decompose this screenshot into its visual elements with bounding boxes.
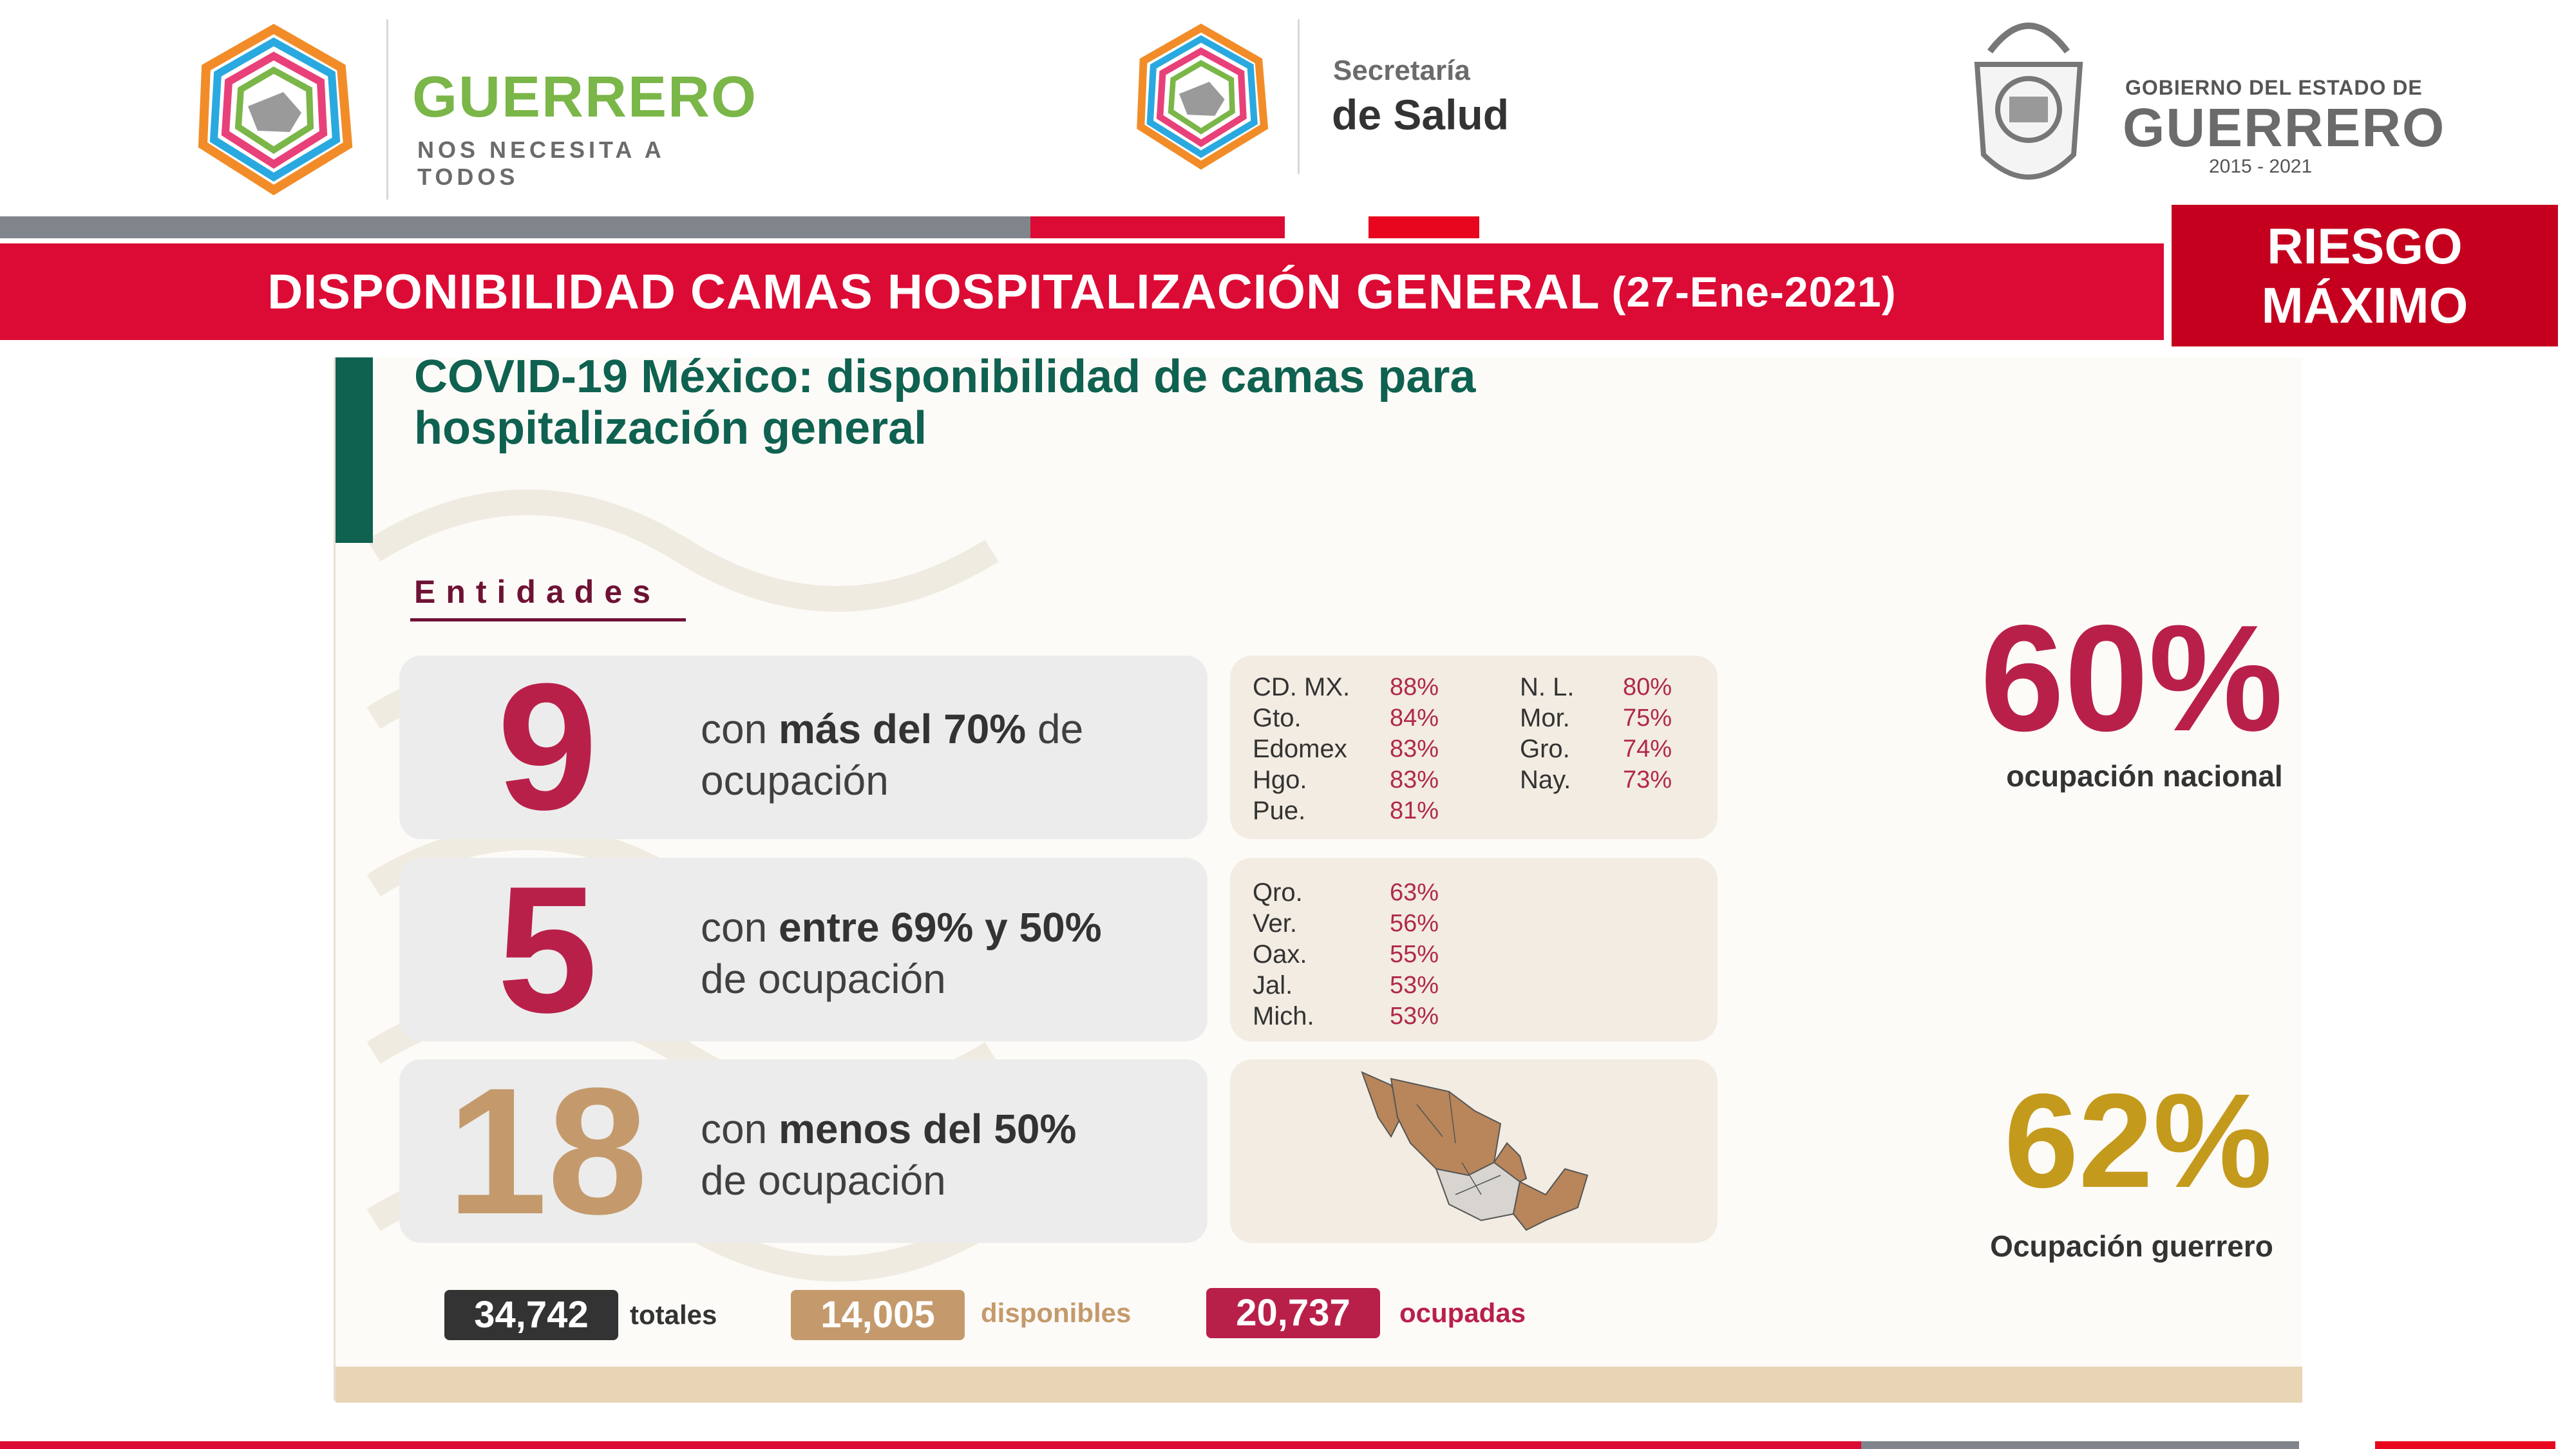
gobierno-line1: GOBIERNO DEL ESTADO DE: [2125, 76, 2423, 99]
guerrero-occupancy-value: 62%: [2003, 1066, 2273, 1216]
guerrero-logo: GUERRERO NOS NECESITA A TODOS: [180, 19, 756, 200]
occupied-beds-box: 20,737: [1206, 1288, 1380, 1338]
gobierno-logo: GOBIERNO DEL ESTADO DE GUERRERO 2015 - 2…: [1964, 6, 2444, 206]
gobierno-line2: GUERRERO: [2123, 97, 2446, 158]
available-beds-box: 14,005: [791, 1290, 965, 1340]
count-over-70: 9: [497, 647, 598, 848]
bottom-gray-bar: [1861, 1441, 2299, 1449]
row-card-over-70: [399, 656, 1208, 839]
heading-line1: COVID-19 México: disponibilidad de camas…: [414, 351, 1476, 402]
gobierno-years: 2015 - 2021: [2209, 156, 2313, 177]
national-occupancy-label: ocupación nacional: [2006, 759, 2283, 793]
risk-line1: RIESGO: [2267, 218, 2463, 274]
panel-left-border: [334, 357, 336, 1401]
salud-line2: de Salud: [1332, 91, 1510, 138]
salud-line1: Secretaría: [1333, 55, 1470, 86]
total-beds-box: 34,742: [444, 1290, 618, 1340]
guerrero-emblem-icon: [198, 23, 353, 196]
bottom-red-bar: [0, 1441, 1861, 1449]
states-50-69-list: Qro. 63% Ver. 56% Oax. 55% Jal. 53% Mich. 53%: [1253, 878, 1439, 1030]
states-card-over-70: [1230, 656, 1718, 839]
states-over-70-left: CD. MX. 88% Gto. 84% Edomex 83% Hgo. 83% Pue…: [1253, 673, 1439, 825]
guerrero-wordmark: GUERRERO: [412, 65, 758, 129]
bottom-red-bar-right: [2375, 1441, 2555, 1449]
risk-badge: RIESGO MÁXIMO: [2172, 205, 2558, 346]
available-beds-label: disponibles: [981, 1298, 1132, 1328]
title-banner: DISPONIBILIDAD CAMAS HOSPITALIZACIÓN GEN…: [0, 243, 2164, 340]
entidades-label: Entidades: [414, 574, 661, 610]
panel-bottom-band: [336, 1367, 2302, 1403]
heading-accent-bar: [336, 357, 373, 543]
mexico-map-icon: [1361, 1071, 1589, 1231]
top-gray-bar: [0, 216, 1030, 238]
salud-emblem-icon: [1137, 23, 1269, 170]
guerrero-occupancy-label: Ocupación guerrero: [1990, 1229, 2273, 1263]
states-card-50-69: [1230, 858, 1718, 1041]
desc-50-69: con entre 69% y 50% de ocupación: [701, 904, 1102, 1002]
states-over-70-right: N. L. 80% Mor. 75% Gro. 74% Nay. 73%: [1520, 673, 1672, 794]
desc-under-50: con menos del 50% de ocupación: [701, 1106, 1077, 1204]
top-red-bar-1: [1030, 216, 1285, 238]
desc-over-70: con más del 70% de ocupación: [701, 706, 1084, 804]
count-under-50: 18: [447, 1051, 648, 1252]
occupied-beds-label: ocupadas: [1399, 1298, 1526, 1328]
guerrero-tagline: NOS NECESITA A TODOS: [417, 137, 665, 190]
heading-line2: hospitalización general: [414, 402, 927, 454]
national-occupancy-value: 60%: [1980, 593, 2284, 762]
banner-date: (27-Ene-2021): [1611, 268, 1897, 316]
panel-heading: COVID-19 México: disponibilidad de camas…: [414, 351, 1831, 454]
row-card-50-69: [399, 858, 1208, 1041]
salud-logo: Secretaría de Salud: [1127, 19, 1539, 180]
top-red-bar-2: [1368, 216, 1479, 238]
total-beds-label: totales: [630, 1300, 717, 1330]
banner-title: DISPONIBILIDAD CAMAS HOSPITALIZACIÓN GEN…: [267, 264, 1600, 319]
risk-line2: MÁXIMO: [2261, 277, 2468, 334]
entidades-underline: [410, 618, 686, 621]
state-coat-of-arms-icon: [1974, 23, 2083, 180]
row-card-under-50: [399, 1059, 1208, 1243]
count-50-69: 5: [497, 849, 598, 1050]
